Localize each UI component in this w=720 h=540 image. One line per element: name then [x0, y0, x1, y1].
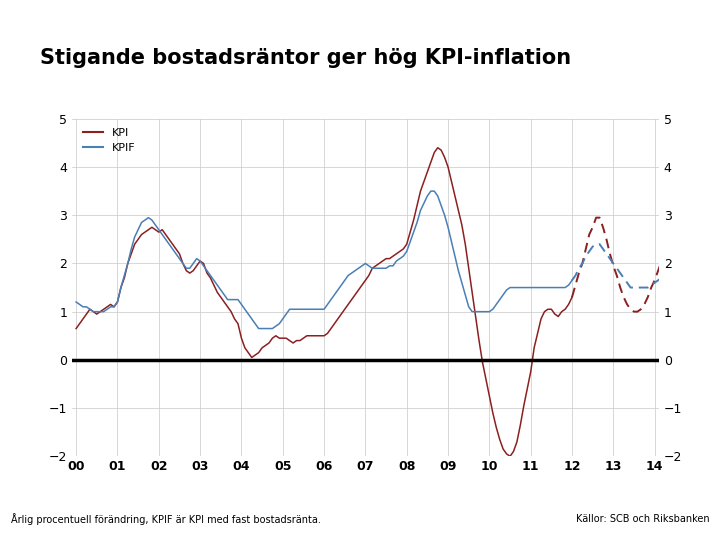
Text: SVERIGES: SVERIGES [647, 55, 682, 59]
Text: RIKSBANK: RIKSBANK [646, 63, 683, 68]
Text: Källor: SCB och Riksbanken: Källor: SCB och Riksbanken [575, 515, 709, 524]
Text: ⊕  ⊕: ⊕ ⊕ [653, 37, 675, 48]
Legend: KPI, KPIF: KPI, KPIF [84, 128, 136, 153]
Text: Årlig procentuell förändring, KPIF är KPI med fast bostadsränta.: Årlig procentuell förändring, KPIF är KP… [11, 514, 320, 525]
Text: ❀ ❀ ❀: ❀ ❀ ❀ [653, 25, 675, 31]
Text: Stigande bostadsräntor ger hög KPI-inflation: Stigande bostadsräntor ger hög KPI-infla… [40, 48, 571, 68]
